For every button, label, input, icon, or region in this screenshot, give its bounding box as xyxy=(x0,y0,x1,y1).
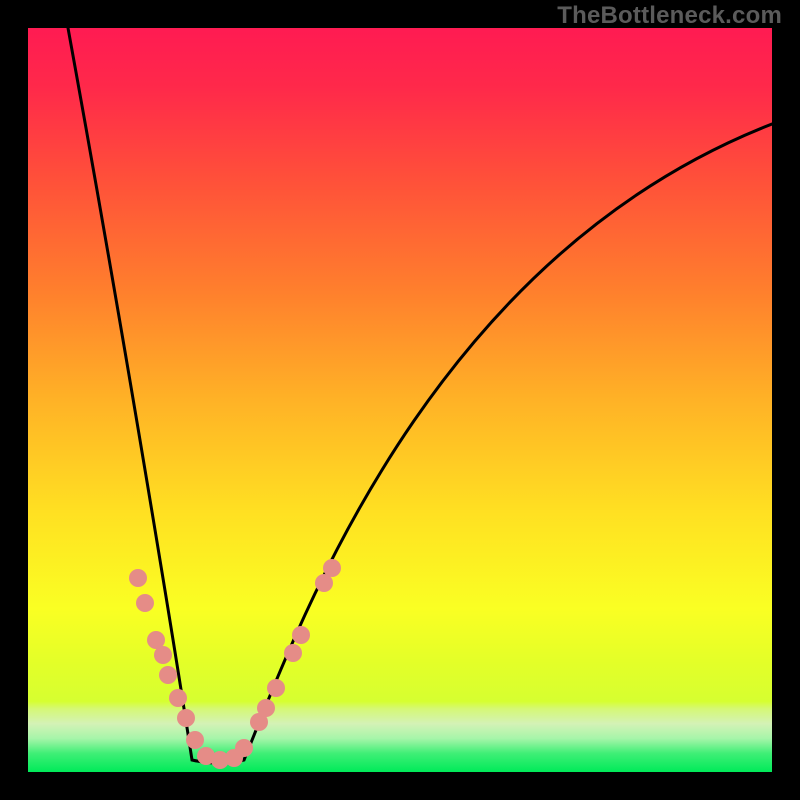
data-marker xyxy=(292,626,310,644)
data-marker xyxy=(154,646,172,664)
gradient-background xyxy=(28,28,772,772)
data-marker xyxy=(159,666,177,684)
data-marker xyxy=(267,679,285,697)
outer-frame: TheBottleneck.com xyxy=(0,0,800,800)
data-marker xyxy=(169,689,187,707)
data-marker xyxy=(186,731,204,749)
data-marker xyxy=(177,709,195,727)
data-marker xyxy=(257,699,275,717)
data-marker xyxy=(235,739,253,757)
data-marker xyxy=(284,644,302,662)
data-marker xyxy=(136,594,154,612)
plot-area xyxy=(28,28,772,772)
watermark-text: TheBottleneck.com xyxy=(557,2,782,30)
plot-svg xyxy=(28,28,772,772)
data-marker xyxy=(129,569,147,587)
data-marker xyxy=(323,559,341,577)
